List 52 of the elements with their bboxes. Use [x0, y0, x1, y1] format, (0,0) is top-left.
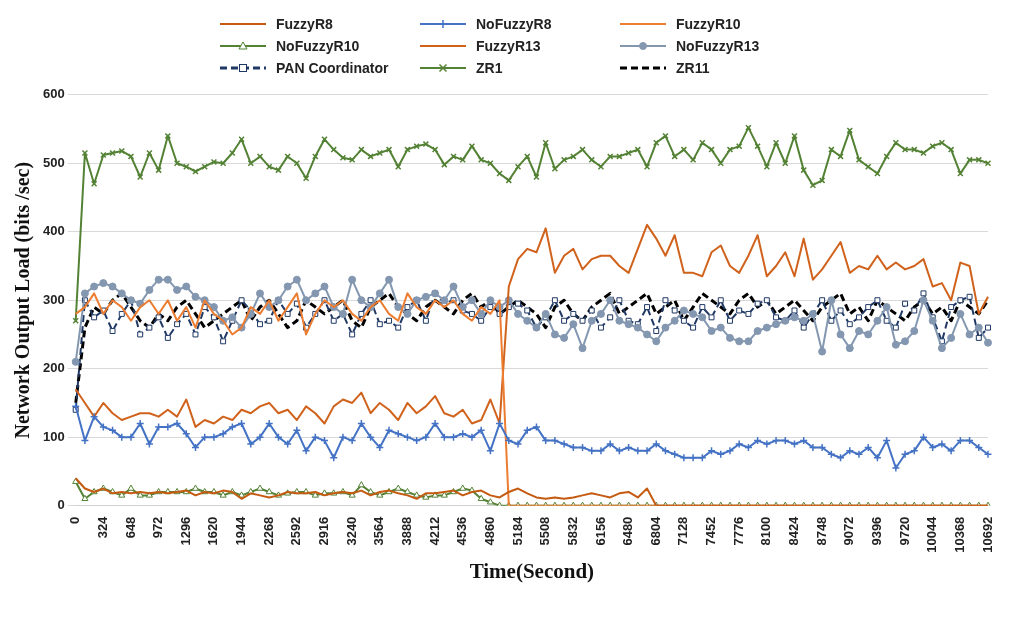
x-tick-label: 10368 [951, 516, 967, 553]
x-tick-label: 6480 [620, 516, 636, 546]
x-tick-label: 7452 [703, 516, 719, 546]
x-tick-label: 3888 [399, 516, 415, 546]
x-tick-label: 8748 [813, 516, 829, 546]
x-tick-label: 324 [94, 515, 110, 539]
legend-label: ZR11 [676, 60, 710, 76]
x-tick-label: 9720 [896, 516, 912, 546]
y-tick-label: 100 [42, 428, 65, 444]
x-tick-label: 2916 [316, 516, 332, 546]
x-tick-label: 1944 [233, 515, 249, 546]
x-tick-label: 6156 [592, 516, 608, 546]
x-tick-label: 10044 [924, 515, 940, 553]
x-tick-label: 5832 [564, 516, 580, 546]
x-tick-label: 2592 [288, 516, 304, 546]
x-tick-label: 5508 [537, 516, 553, 546]
x-tick-label: 8100 [758, 516, 774, 546]
x-tick-label: 7776 [730, 516, 746, 546]
y-tick-label: 300 [42, 291, 65, 307]
x-axis-title: Time(Second) [469, 558, 595, 583]
x-tick-label: 648 [122, 516, 138, 539]
y-tick-label: 600 [42, 86, 65, 102]
x-tick-label: 972 [150, 516, 166, 539]
x-tick-label: 6804 [647, 515, 663, 546]
y-tick-label: 400 [42, 223, 65, 239]
x-tick-label: 4536 [454, 516, 470, 546]
legend-label: FuzzyR10 [676, 16, 741, 32]
legend-label: NoFuzzyR13 [676, 38, 760, 54]
y-tick-label: 500 [42, 154, 65, 170]
legend-label: NoFuzzyR8 [476, 16, 552, 32]
legend-label: ZR1 [476, 60, 503, 76]
x-tick-label: 0 [67, 516, 83, 524]
legend-label: FuzzyR8 [276, 16, 333, 32]
y-axis-title: Network Output Load (bits /sec) [11, 161, 35, 439]
x-tick-label: 10692 [979, 516, 995, 553]
x-tick-label: 4860 [481, 516, 497, 546]
legend-label: NoFuzzyR10 [276, 38, 360, 54]
legend-label: FuzzyR13 [476, 38, 541, 54]
x-tick-label: 3564 [371, 515, 387, 546]
x-tick-label: 7128 [675, 516, 691, 546]
legend-label: PAN Coordinator [276, 60, 389, 76]
x-tick-label: 3240 [343, 516, 359, 546]
x-tick-label: 8424 [786, 515, 802, 546]
x-tick-label: 5184 [509, 515, 525, 546]
x-tick-label: 1296 [177, 516, 193, 546]
x-tick-label: 9396 [869, 516, 884, 546]
x-tick-label: 1620 [205, 516, 221, 546]
x-tick-label: 4212 [426, 516, 442, 546]
y-tick-label: 200 [42, 360, 65, 376]
y-tick-label: 0 [57, 497, 65, 513]
x-tick-label: 9072 [841, 516, 857, 546]
x-tick-label: 2268 [260, 516, 276, 546]
